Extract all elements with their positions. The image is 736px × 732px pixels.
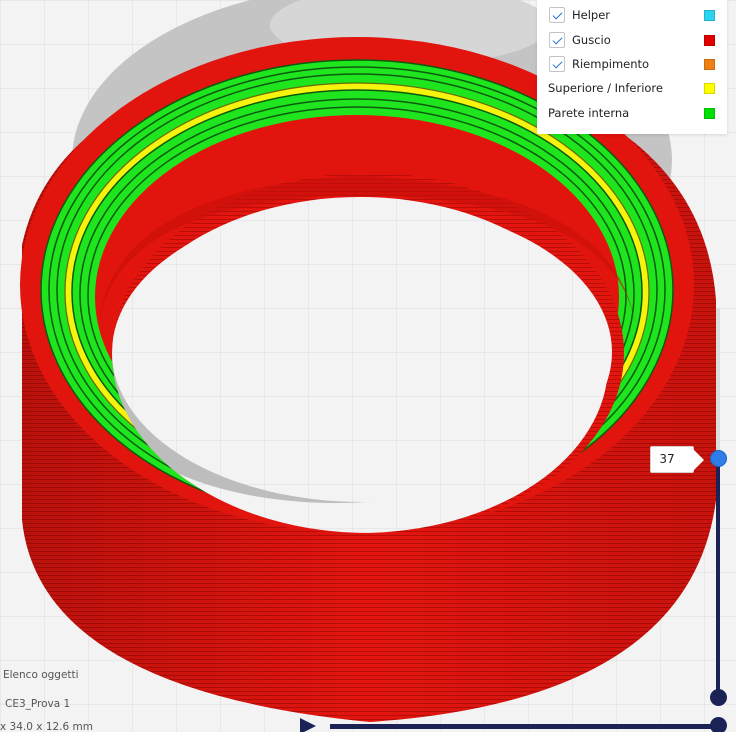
path-slider-track[interactable] [330,724,722,729]
legend-label: Riempimento [572,57,650,71]
legend-item-guscio[interactable]: Guscio [537,28,727,52]
layer-value-pointer [693,449,704,471]
layer-slider-top-handle[interactable] [710,450,727,467]
object-list-title[interactable]: Elenco oggetti [3,669,79,681]
object-name: CE3_Prova 1 [5,698,71,710]
check-icon[interactable] [549,32,565,48]
path-slider-handle[interactable] [710,717,727,732]
color-swatch [704,82,715,94]
layer-slider-bottom-handle[interactable] [710,689,727,706]
legend-item-superiore-inferiore: Superiore / Inferiore [537,76,727,100]
legend-item-riempimento[interactable]: Riempimento [537,52,727,76]
check-icon[interactable] [549,7,565,23]
object-dimensions: x 34.0 x 12.6 mm [0,721,93,732]
layer-number-input[interactable]: 37 [650,446,694,473]
check-icon[interactable] [549,56,565,72]
legend-label: Helper [572,8,611,22]
legend-panel: Helper Guscio Riempimento Superiore / In… [537,0,727,134]
layer-slider-track[interactable] [716,308,720,458]
color-swatch [704,107,715,119]
color-swatch [704,9,715,21]
legend-label: Superiore / Inferiore [548,81,663,95]
color-swatch [704,34,715,46]
layer-slider-active-range[interactable] [716,458,720,698]
legend-item-parete-interna: Parete interna [537,101,727,125]
play-icon[interactable] [300,718,316,732]
color-swatch [704,58,715,70]
legend-label: Parete interna [548,106,630,120]
legend-item-helper[interactable]: Helper [537,3,727,27]
legend-label: Guscio [572,33,611,47]
